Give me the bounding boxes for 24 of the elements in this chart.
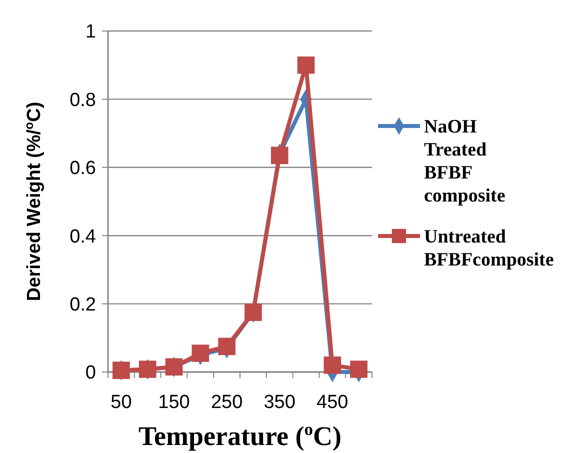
- point: [192, 344, 210, 362]
- x-tick-label: 150: [158, 392, 190, 413]
- point: [324, 356, 342, 374]
- point: [218, 338, 236, 356]
- y-tick-label: 0.6: [70, 158, 96, 180]
- y-tick-label: 0.4: [70, 226, 96, 248]
- point: [112, 362, 130, 379]
- legend-label: NaOH Treated BFBF composite: [424, 116, 506, 207]
- y-tick-label: 1: [85, 22, 96, 43]
- point: [138, 360, 156, 378]
- y-tick-label: 0.2: [70, 294, 96, 316]
- point: [165, 358, 183, 376]
- x-axis-title: Temperature ($^{o}$C): [138, 419, 342, 451]
- legend-label: Untreated BFBFcomposite: [424, 226, 554, 271]
- x-tick-label: 450: [316, 392, 348, 413]
- x-tick-label: 50: [110, 392, 132, 413]
- x-tick-label: 250: [210, 392, 243, 413]
- y-tick-label: 0: [85, 362, 96, 384]
- x-tick-label: 350: [264, 392, 296, 413]
- y-tick-label: 0.8: [70, 90, 96, 111]
- point: [244, 304, 262, 321]
- point: [297, 56, 315, 74]
- point: [350, 360, 368, 378]
- point: [270, 146, 288, 164]
